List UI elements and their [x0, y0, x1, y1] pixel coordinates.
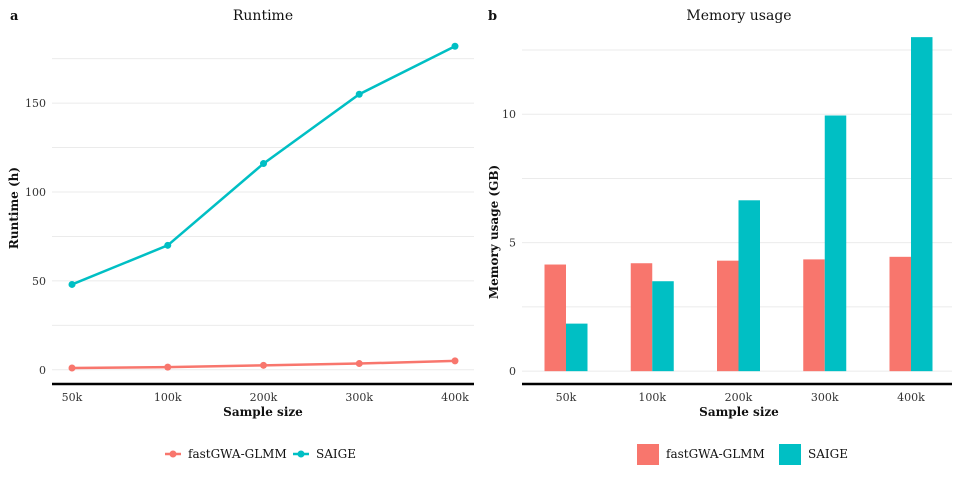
runtime-legend: fastGWA-GLMM SAIGE — [165, 447, 356, 461]
runtime-x-tick-label: 400k — [441, 391, 469, 404]
runtime-y-ticks: 0 50 100 150 — [25, 97, 46, 377]
memory-bar-saige — [738, 200, 760, 372]
memory-y-tick-label: 10 — [502, 108, 516, 121]
runtime-y-tick-label: 50 — [32, 275, 46, 288]
runtime-point-fastgwa-glmm — [355, 360, 363, 368]
legend-label-saige: SAIGE — [808, 447, 848, 461]
legend-label-fastgwa-glmm: fastGWA-GLMM — [188, 447, 287, 461]
memory-x-tick-label: 100k — [638, 391, 666, 404]
memory-y-tick-label: 5 — [509, 237, 516, 250]
runtime-y-tick-label: 150 — [25, 97, 46, 110]
runtime-title: Runtime — [233, 8, 293, 24]
memory-bar-saige — [566, 323, 588, 372]
memory-y-axis-title: Memory usage (GB) — [487, 165, 501, 299]
memory-y-tick-label: 0 — [509, 365, 516, 378]
runtime-x-tick-label: 100k — [154, 391, 182, 404]
runtime-y-tick-label: 100 — [25, 186, 46, 199]
memory-legend: fastGWA-GLMM SAIGE — [637, 444, 848, 465]
memory-x-tick-label: 200k — [725, 391, 753, 404]
runtime-point-fastgwa-glmm — [451, 357, 459, 365]
runtime-y-axis-title: Runtime (h) — [7, 167, 21, 249]
runtime-x-tick-label: 300k — [345, 391, 373, 404]
memory-x-ticks: 50k 100k 200k 300k 400k — [556, 391, 925, 404]
runtime-point-saige — [260, 160, 267, 168]
legend-swatch-fastgwa-glmm — [637, 444, 659, 465]
runtime-point-saige — [164, 241, 172, 249]
memory-panel-label: b — [488, 9, 497, 24]
runtime-point-fastgwa-glmm — [260, 361, 267, 369]
runtime-panel-label: a — [10, 9, 19, 24]
legend-label-fastgwa-glmm: fastGWA-GLMM — [666, 447, 765, 461]
memory-bar-fastgwa-glmm — [889, 256, 911, 372]
memory-bars — [544, 37, 933, 372]
memory-bar-saige — [911, 37, 933, 372]
runtime-series — [68, 42, 459, 372]
legend-swatch-saige — [779, 444, 801, 465]
runtime-x-tick-label: 50k — [62, 391, 83, 404]
memory-x-tick-label: 400k — [897, 391, 925, 404]
memory-x-tick-label: 50k — [556, 391, 577, 404]
memory-bar-fastgwa-glmm — [803, 259, 825, 372]
memory-bar-fastgwa-glmm — [630, 263, 653, 372]
legend-point-saige — [297, 450, 305, 458]
runtime-x-ticks: 50k 100k 200k 300k 400k — [62, 391, 469, 404]
memory-y-ticks: 0 5 10 — [502, 108, 516, 378]
runtime-point-saige — [451, 42, 459, 50]
runtime-y-tick-label: 0 — [39, 364, 46, 377]
memory-title: Memory usage — [686, 8, 791, 24]
runtime-x-axis-title: Sample size — [223, 405, 303, 419]
runtime-point-fastgwa-glmm — [68, 364, 76, 372]
runtime-point-saige — [355, 90, 363, 98]
runtime-point-fastgwa-glmm — [164, 363, 172, 371]
memory-bar-saige — [652, 281, 674, 372]
runtime-gridlines — [52, 58, 474, 371]
memory-bar-fastgwa-glmm — [544, 264, 566, 372]
runtime-point-saige — [68, 280, 76, 288]
memory-x-tick-label: 300k — [811, 391, 839, 404]
legend-label-saige: SAIGE — [316, 447, 356, 461]
memory-x-axis-title: Sample size — [699, 405, 779, 419]
memory-bar-saige — [824, 115, 847, 372]
legend-point-fastgwa-glmm — [169, 450, 177, 458]
memory-bar-fastgwa-glmm — [717, 260, 739, 372]
runtime-x-tick-label: 200k — [250, 391, 278, 404]
